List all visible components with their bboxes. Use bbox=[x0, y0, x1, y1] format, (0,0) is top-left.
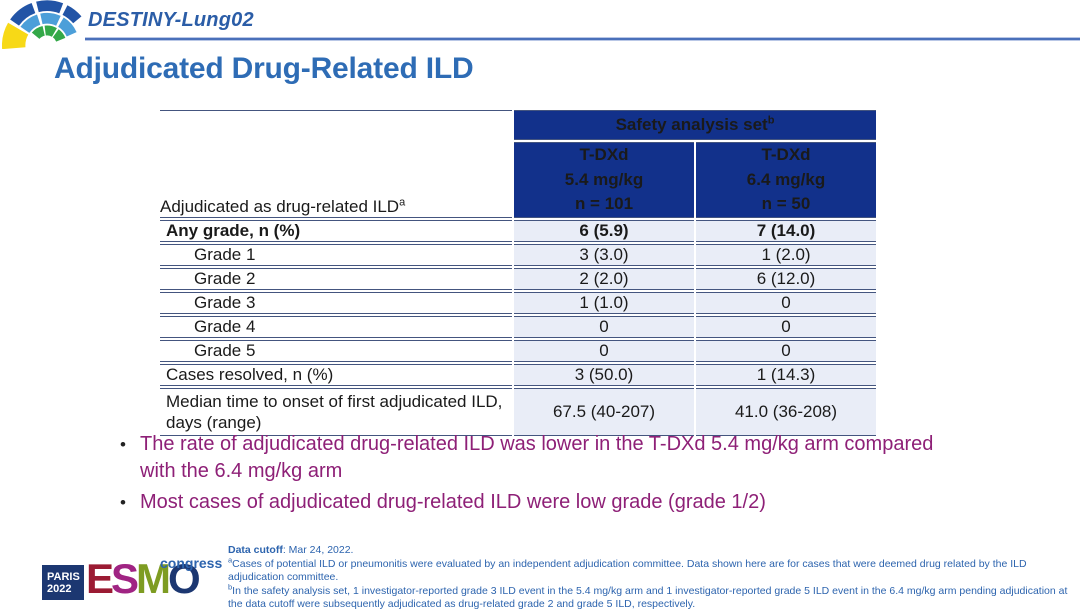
paris-2022-badge: PARIS 2022 bbox=[42, 565, 84, 600]
congress-fan-icon bbox=[2, 0, 82, 49]
row-value: 7 (14.0) bbox=[696, 219, 877, 242]
study-name: DESTINY-Lung02 bbox=[88, 9, 254, 31]
footnote-a: aCases of potential ILD or pneumonitis w… bbox=[228, 555, 1027, 583]
key-findings-list: • The rate of adjudicated drug-related IL… bbox=[112, 431, 942, 520]
footnote-b: bIn the safety analysis set, 1 investiga… bbox=[228, 582, 1068, 610]
data-cutoff-note: Data cutoff: Mar 24, 2022. bbox=[228, 544, 354, 556]
esmo-wordmark: ESMO bbox=[86, 555, 201, 602]
column-header-tdxd-54: T-DXd 5.4 mg/kg n = 101 bbox=[514, 142, 694, 218]
row-value: 1 (14.3) bbox=[696, 363, 877, 386]
table-row: Grade 4 0 0 bbox=[160, 315, 877, 338]
row-value: 0 bbox=[696, 291, 877, 314]
row-value: 3 (3.0) bbox=[514, 243, 694, 266]
row-label: Grade 4 bbox=[160, 315, 512, 338]
table-column-header-row: T-DXd 5.4 mg/kg n = 101 T-DXd 6.4 mg/kg … bbox=[160, 142, 877, 218]
row-value: 6 (5.9) bbox=[514, 219, 694, 242]
header-divider bbox=[85, 38, 1080, 40]
congress-label: congress bbox=[160, 555, 223, 571]
row-value: 0 bbox=[696, 339, 877, 362]
row-label: Grade 5 bbox=[160, 339, 512, 362]
table-row: Grade 3 1 (1.0) 0 bbox=[160, 291, 877, 314]
row-value: 0 bbox=[514, 315, 694, 338]
bullet-icon: • bbox=[120, 435, 126, 454]
row-label: Grade 1 bbox=[160, 243, 512, 266]
row-value: 2 (2.0) bbox=[514, 267, 694, 290]
table-header-title: Safety analysis setb bbox=[514, 110, 877, 140]
table-row: Grade 5 0 0 bbox=[160, 339, 877, 362]
column-header-tdxd-64: T-DXd 6.4 mg/kg n = 50 bbox=[696, 142, 877, 218]
table-row: Any grade, n (%) 6 (5.9) 7 (14.0) bbox=[160, 219, 877, 242]
row-label: Grade 2 bbox=[160, 267, 512, 290]
table-header-row: Adjudicated as drug-related ILDa Safety … bbox=[160, 110, 877, 218]
row-label: Grade 3 bbox=[160, 291, 512, 314]
row-value: 67.5 (40-207) bbox=[514, 387, 694, 437]
list-item: • Most cases of adjudicated drug-related … bbox=[112, 489, 942, 516]
row-value: 41.0 (36-208) bbox=[696, 387, 877, 437]
row-value: 1 (2.0) bbox=[696, 243, 877, 266]
table-row: Cases resolved, n (%) 3 (50.0) 1 (14.3) bbox=[160, 363, 877, 386]
bullet-icon: • bbox=[120, 493, 126, 512]
row-value: 0 bbox=[514, 339, 694, 362]
row-label: Cases resolved, n (%) bbox=[160, 363, 512, 386]
footnotes: Data cutoff: Mar 24, 2022. aCases of pot… bbox=[228, 544, 1076, 612]
row-value: 6 (12.0) bbox=[696, 267, 877, 290]
table-row: Grade 2 2 (2.0) 6 (12.0) bbox=[160, 267, 877, 290]
row-value: 3 (50.0) bbox=[514, 363, 694, 386]
row-value: 0 bbox=[696, 315, 877, 338]
table-row: Grade 1 3 (3.0) 1 (2.0) bbox=[160, 243, 877, 266]
row-label: Any grade, n (%) bbox=[160, 219, 512, 242]
row-value: 1 (1.0) bbox=[514, 291, 694, 314]
table-row: Median time to onset of first adjudicate… bbox=[160, 387, 877, 437]
row-label: Median time to onset of first adjudicate… bbox=[160, 387, 512, 437]
ild-table: Adjudicated as drug-related ILDa Safety … bbox=[158, 108, 878, 438]
page-title: Adjudicated Drug-Related ILD bbox=[54, 52, 474, 85]
list-item: • The rate of adjudicated drug-related IL… bbox=[120, 433, 934, 482]
table-corner-label: Adjudicated as drug-related ILDa bbox=[160, 110, 512, 218]
esmo-congress-logo: PARIS 2022 ESMO congress bbox=[42, 555, 252, 608]
